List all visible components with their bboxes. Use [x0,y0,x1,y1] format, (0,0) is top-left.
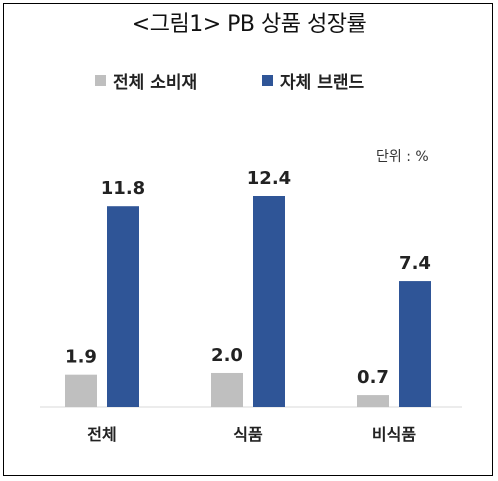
bar-private-brand-1 [253,196,285,407]
legend-label-total-consumer: 전체 소비재 [113,73,198,93]
data-label-total-consumer-0: 1.9 [65,347,97,368]
legend: 전체 소비재 자체 브랜드 [0,68,498,93]
data-label-total-consumer-1: 2.0 [211,345,243,366]
figure-frame [3,3,493,476]
data-label-private-brand-1: 12.4 [247,168,291,189]
legend-swatch-private-brand [262,75,273,86]
bar-total-consumer-0 [65,374,97,407]
data-label-total-consumer-2: 0.7 [357,367,389,388]
legend-item-total-consumer: 전체 소비재 [95,68,197,93]
unit-label: 단위 : % [376,149,429,165]
data-label-private-brand-0: 11.8 [101,178,145,199]
category-label-1: 식품 [233,425,263,444]
legend-item-private-brand: 자체 브랜드 [262,68,364,93]
chart-title: <그림1> PB 상품 성장률 [131,12,367,37]
data-label-private-brand-2: 7.4 [399,253,431,274]
category-label-0: 전체 [87,425,116,444]
bar-private-brand-2 [399,281,431,407]
legend-label-private-brand: 자체 브랜드 [280,73,365,93]
category-label-2: 비식품 [372,425,416,444]
bar-total-consumer-2 [357,395,389,407]
bar-total-consumer-1 [211,372,243,407]
legend-swatch-total-consumer [95,75,106,86]
bar-private-brand-0 [107,206,139,407]
